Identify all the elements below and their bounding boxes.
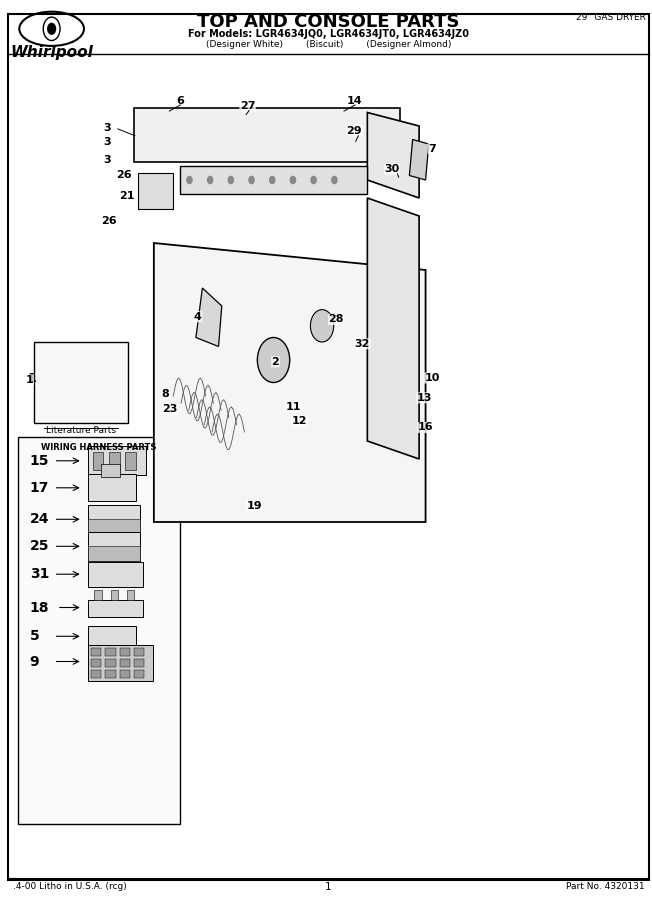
Circle shape [332,176,337,184]
Bar [93,452,104,470]
Text: 1: 1 [26,374,33,385]
Text: 16: 16 [418,422,434,433]
Text: 15: 15 [29,454,49,468]
Text: 21: 21 [119,191,134,202]
Bar [91,659,102,667]
Text: 25: 25 [29,539,49,554]
Bar [110,452,119,470]
Bar [134,108,400,162]
Text: 3: 3 [104,122,111,133]
Bar [119,670,130,678]
Text: 19: 19 [246,500,262,511]
Bar [91,670,102,678]
Polygon shape [409,140,429,180]
Bar [106,659,115,667]
Text: 4: 4 [194,311,201,322]
Text: 31: 31 [29,567,49,581]
Text: 11: 11 [285,401,301,412]
Bar [88,546,140,561]
Text: 2: 2 [272,356,279,367]
Text: 13: 13 [417,392,432,403]
Text: 3: 3 [104,137,111,148]
Bar [180,166,367,194]
Text: .4-00 Litho in U.S.A. (rcg): .4-00 Litho in U.S.A. (rcg) [13,882,126,891]
Text: 6: 6 [176,95,184,106]
Bar [88,600,143,617]
Bar [34,342,128,423]
Text: 30: 30 [384,164,400,175]
Text: 29: 29 [347,125,363,136]
Polygon shape [367,198,419,459]
Bar [88,626,136,647]
Circle shape [258,338,289,382]
Text: 10: 10 [424,373,439,383]
Bar [91,648,102,656]
Text: 7: 7 [428,143,436,154]
Text: Literature Parts: Literature Parts [46,426,116,435]
Bar [106,648,115,656]
Bar [134,659,144,667]
Bar [88,562,143,587]
Circle shape [290,176,295,184]
Bar [88,645,153,681]
Text: 18: 18 [29,600,49,615]
Text: 1: 1 [27,372,37,384]
Bar [138,173,173,209]
Circle shape [207,176,213,184]
Bar [106,670,115,678]
Bar [101,464,120,477]
Bar [88,505,140,534]
Polygon shape [196,288,222,346]
Bar [134,670,144,678]
Circle shape [187,176,192,184]
Circle shape [228,176,233,184]
Text: 3: 3 [104,155,111,166]
Text: Whirlpool: Whirlpool [10,45,93,60]
Text: Part No. 4320131: Part No. 4320131 [566,882,644,891]
Bar [88,474,136,501]
Polygon shape [367,112,419,198]
Text: 12: 12 [291,416,307,427]
Circle shape [310,310,334,342]
Text: 24: 24 [29,512,49,526]
Bar [125,452,136,470]
Circle shape [311,176,316,184]
Bar [88,446,146,475]
Text: 23: 23 [162,404,178,415]
Bar [134,648,144,656]
Circle shape [48,23,55,34]
Text: 26: 26 [115,170,131,181]
Text: 5: 5 [29,629,39,643]
Text: TOP AND CONSOLE PARTS: TOP AND CONSOLE PARTS [198,13,460,31]
Bar [88,519,140,534]
Text: 26: 26 [101,215,116,226]
Text: 9: 9 [29,654,39,669]
Text: 29" GAS DRYER: 29" GAS DRYER [576,13,645,22]
Polygon shape [154,243,426,522]
Bar [88,532,140,561]
Circle shape [249,176,254,184]
Text: 27: 27 [240,101,256,112]
Text: For Models: LGR4634JQ0, LGR4634JT0, LGR4634JZ0: For Models: LGR4634JQ0, LGR4634JT0, LGR4… [188,29,469,39]
Text: 14: 14 [347,95,363,106]
Bar [119,659,130,667]
Text: (Designer White)        (Biscuit)        (Designer Almond): (Designer White) (Biscuit) (Designer Alm… [206,40,451,49]
Text: 17: 17 [29,481,49,495]
Text: WIRING HARNESS PARTS: WIRING HARNESS PARTS [41,443,156,452]
Text: 8: 8 [162,389,170,400]
Bar [18,436,180,824]
Text: 32: 32 [355,338,370,349]
Bar [110,590,118,600]
Bar [119,648,130,656]
Text: 28: 28 [329,314,344,325]
Text: 1: 1 [325,882,332,892]
Bar [126,590,134,600]
Circle shape [270,176,275,184]
Bar [95,590,102,600]
